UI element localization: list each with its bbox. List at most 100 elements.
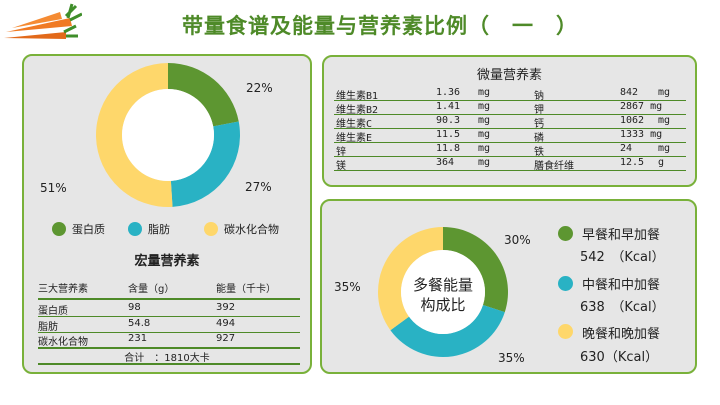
- micro-cell-nutrient: 维生素E: [336, 133, 373, 144]
- macro-row-carb-name: 碳水化合物: [38, 337, 88, 348]
- micro-cell-mineral: 钙: [534, 119, 544, 130]
- lunch-pct-label: 35%: [498, 351, 525, 365]
- micro-cell-mineral-amount: 12.5: [620, 157, 645, 168]
- meals-center-label: 多餐能量 构成比: [411, 275, 475, 315]
- macro-row-divider: [38, 316, 300, 317]
- micro-row-divider: [334, 100, 686, 101]
- legend-value-dinner: 630（Kcal）: [580, 350, 659, 365]
- legend-swatch-carb: [204, 222, 218, 236]
- micro-cell-mineral-amount: 1062: [620, 115, 645, 126]
- donut-slice-protein: [168, 63, 239, 127]
- micro-cell-mineral-unit: mg: [658, 87, 671, 98]
- micro-cell-mineral-amount: 2867 mg: [620, 101, 663, 112]
- micro-cell-mineral-amount: 842: [620, 87, 639, 98]
- legend-swatch-breakfast: [558, 226, 573, 241]
- micro-row-divider: [334, 156, 686, 157]
- legend-label-protein: 蛋白质: [72, 223, 105, 236]
- micro-cell-unit: mg: [478, 115, 491, 126]
- micro-cell-unit: mg: [478, 157, 491, 168]
- micro-table-title: 微量营养素: [476, 68, 542, 83]
- micro-cell-amount: 1.41: [436, 101, 461, 112]
- micro-cell-mineral: 铁: [534, 147, 544, 158]
- macro-row-carb-kcal: 927: [216, 333, 236, 344]
- micro-cell-mineral: 膳食纤维: [534, 161, 574, 172]
- legend-label-lunch: 中餐和中加餐: [582, 278, 661, 293]
- legend-label-breakfast: 早餐和早加餐: [582, 228, 661, 243]
- macro-header-energy: 能量（千卡）: [216, 284, 276, 295]
- micro-row-divider: [334, 128, 686, 129]
- macro-header-divider: [38, 298, 300, 300]
- macro-row-protein-name: 蛋白质: [38, 306, 68, 317]
- donut-slice-breakfast: [443, 227, 508, 313]
- donut-slice-fat: [170, 121, 241, 207]
- meals-center-line1: 多餐能量: [412, 276, 473, 294]
- micro-cell-amount: 1.36: [436, 87, 461, 98]
- legend-value-lunch: 638 （Kcal）: [580, 300, 665, 315]
- micro-cell-unit: mg: [478, 101, 491, 112]
- macro-panel: 22% 27% 51% 蛋白质 脂肪 碳水化合物 宏量营养素 三大营养素 含量（…: [22, 54, 312, 374]
- micro-cell-unit: mg: [478, 129, 491, 140]
- legend-label-fat: 脂肪: [148, 223, 170, 236]
- macro-row-divider: [38, 332, 300, 333]
- micro-cell-mineral-amount: 1333 mg: [620, 129, 663, 140]
- donut-slice-carb: [95, 63, 173, 207]
- micro-cell-nutrient: 维生素C: [336, 119, 373, 130]
- legend-swatch-lunch: [558, 276, 573, 291]
- micro-row-divider: [334, 170, 686, 171]
- donut-slice-lunch: [390, 304, 505, 357]
- legend-item-fat: 脂肪: [128, 221, 170, 237]
- fat-pct-label: 27%: [245, 180, 272, 194]
- macro-header-nutrient: 三大营养素: [38, 284, 88, 295]
- legend-item-protein: 蛋白质: [52, 221, 105, 237]
- legend-swatch-fat: [128, 222, 142, 236]
- legend-value-breakfast: 542 （Kcal）: [580, 250, 665, 265]
- macro-row-carb-g: 231: [128, 333, 148, 344]
- macro-row-fat-name: 脂肪: [38, 322, 58, 333]
- macro-total: 合计 ：1810大卡: [124, 353, 210, 364]
- micro-cell-nutrient: 锌: [336, 147, 346, 158]
- macro-row-protein-g: 98: [128, 302, 141, 313]
- micro-cell-mineral-amount: 24: [620, 143, 633, 154]
- breakfast-pct-label: 30%: [504, 233, 531, 247]
- page-title: 带量食谱及能量与营养素比例（ 一 ）: [182, 14, 578, 38]
- micro-cell-mineral: 磷: [534, 133, 544, 144]
- legend-label-carb: 碳水化合物: [224, 223, 279, 236]
- protein-pct-label: 22%: [246, 81, 273, 95]
- macro-header-content: 含量（g）: [128, 284, 175, 295]
- legend-swatch-protein: [52, 222, 66, 236]
- carrot-logo: [4, 3, 82, 39]
- carb-pct-label: 51%: [40, 181, 67, 195]
- macro-row-fat-kcal: 494: [216, 318, 236, 329]
- micro-row-divider: [334, 114, 686, 115]
- micro-cell-nutrient: 维生素B1: [336, 91, 379, 102]
- micro-cell-nutrient: 镁: [336, 161, 346, 172]
- micro-cell-amount: 11.8: [436, 143, 461, 154]
- macro-donut-chart: [95, 63, 241, 207]
- legend-item-carb: 碳水化合物: [204, 221, 279, 237]
- meals-center-line2: 构成比: [420, 296, 466, 314]
- donut-hole: [122, 89, 214, 181]
- micro-cell-amount: 11.5: [436, 129, 461, 140]
- micro-row-divider: [334, 142, 686, 143]
- legend-swatch-dinner: [558, 324, 573, 339]
- dinner-pct-label: 35%: [334, 280, 361, 294]
- micro-cell-mineral-unit: g: [658, 157, 665, 168]
- donut-hole: [401, 250, 485, 334]
- micro-panel: 微量营养素 维生素B1 1.36 mg 钠 842 mg 维生素B2 1.41 mg 钾 2867 …: [322, 55, 697, 187]
- donut-slice-dinner: [378, 227, 443, 331]
- micro-cell-amount: 90.3: [436, 115, 461, 126]
- micro-cell-unit: mg: [478, 87, 491, 98]
- macro-row-protein-kcal: 392: [216, 302, 236, 313]
- micro-cell-mineral: 钠: [534, 91, 544, 102]
- macro-table-title: 宏量营养素: [134, 254, 200, 269]
- micro-cell-mineral-unit: mg: [658, 143, 671, 154]
- meals-donut-chart: [378, 227, 508, 357]
- micro-cell-unit: mg: [478, 143, 491, 154]
- meals-panel: 多餐能量 构成比 30% 35% 35% 早餐和早加餐 542 （Kcal） 中…: [320, 199, 697, 374]
- micro-cell-amount: 364: [436, 157, 455, 168]
- micro-cell-nutrient: 维生素B2: [336, 105, 379, 116]
- micro-cell-mineral-unit: mg: [658, 115, 671, 126]
- macro-row-fat-g: 54.8: [128, 318, 151, 329]
- micro-cell-mineral: 钾: [534, 105, 544, 116]
- macro-row-divider: [38, 347, 300, 349]
